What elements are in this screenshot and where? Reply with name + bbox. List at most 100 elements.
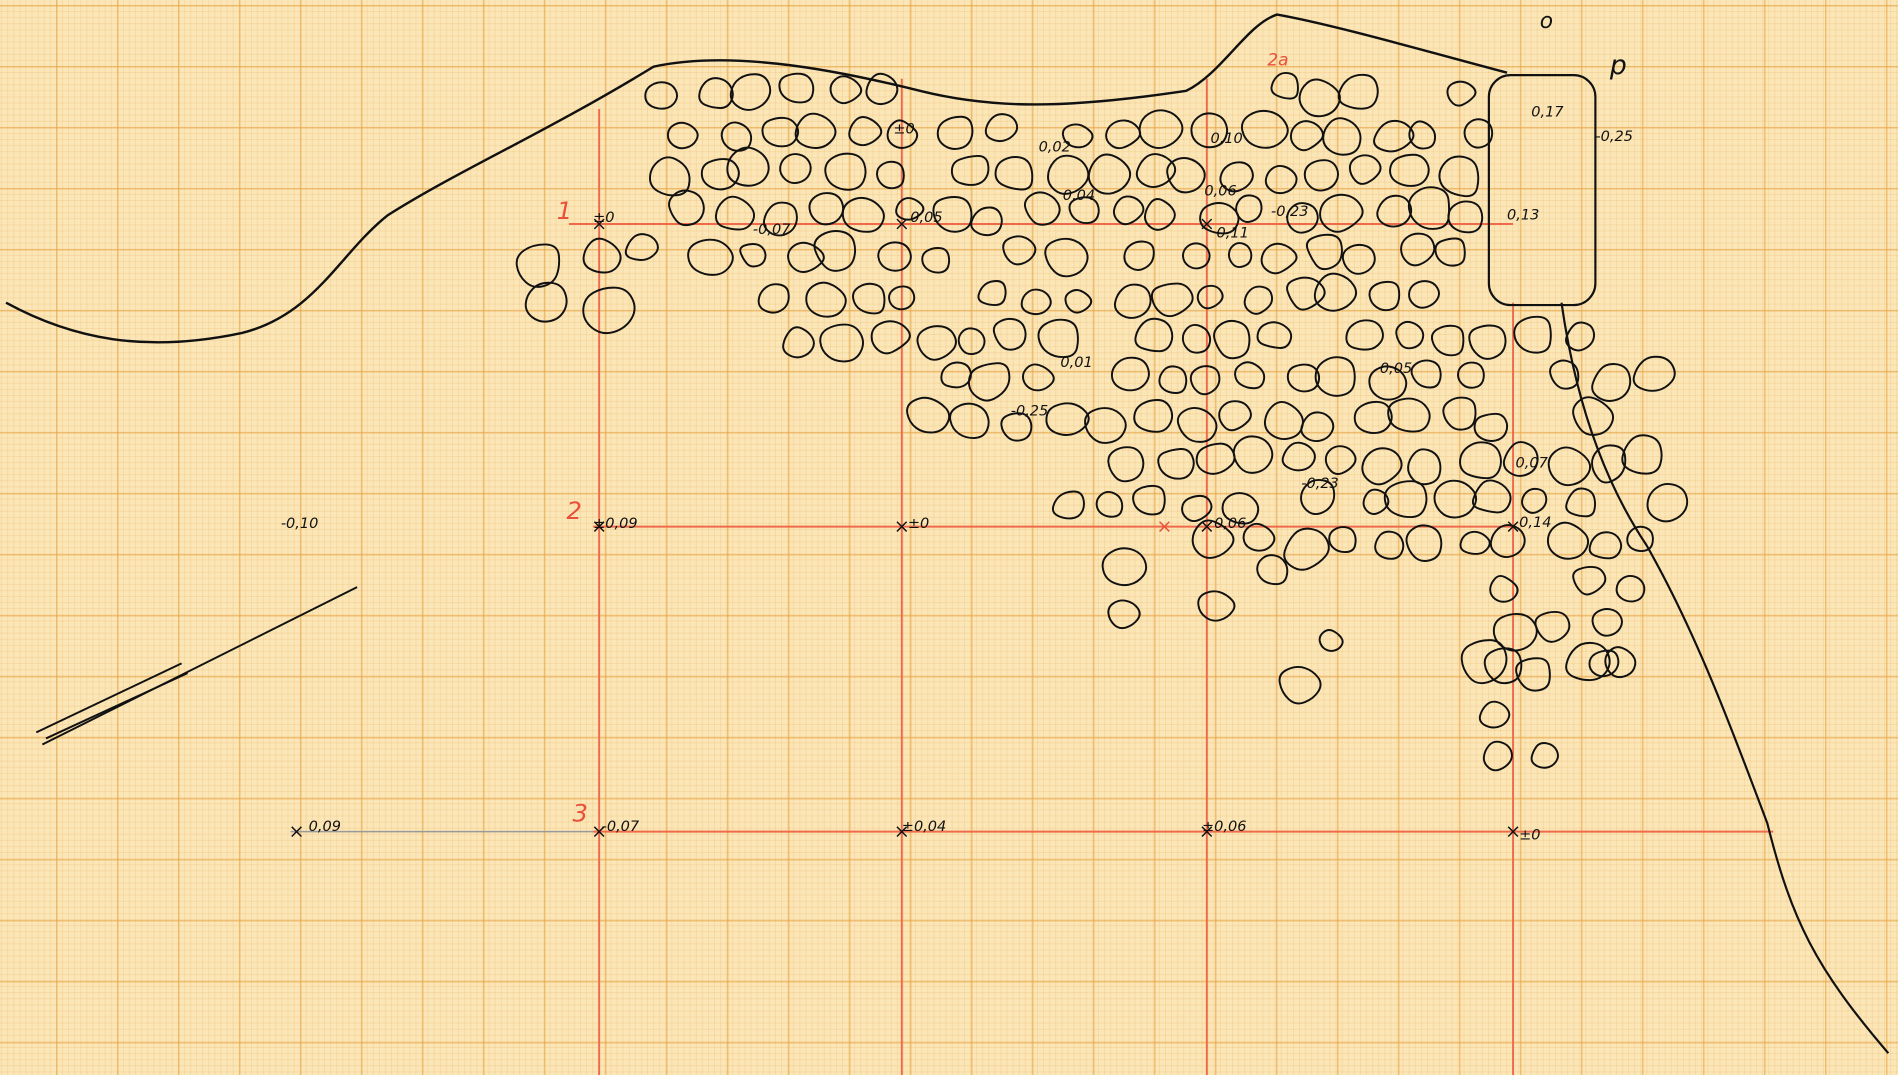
elevation-label: 0,10 [1210, 131, 1242, 147]
stone [669, 191, 704, 226]
elevation-label: 0,11 [1217, 226, 1249, 242]
stone [1191, 366, 1220, 394]
stone [1412, 360, 1441, 387]
elevation-label: 0,04 [1063, 188, 1095, 204]
stone [1458, 363, 1484, 388]
stone [584, 239, 621, 273]
stone [1280, 667, 1321, 704]
stone [526, 283, 567, 322]
stone [1362, 448, 1401, 484]
stone [853, 284, 884, 314]
stone [1627, 527, 1653, 551]
stone [1448, 201, 1482, 232]
stone [779, 74, 813, 103]
stone [626, 234, 658, 260]
stone [1385, 481, 1427, 517]
stone [1590, 532, 1622, 558]
stone [978, 281, 1005, 305]
stone [1355, 402, 1392, 433]
stone [1244, 524, 1275, 551]
stone [1291, 121, 1323, 150]
elevation-label: 0,09 [309, 819, 341, 835]
elevation-label: -0,07 [602, 819, 640, 835]
stone [1485, 648, 1522, 683]
stone [1178, 408, 1217, 442]
stone [1549, 447, 1590, 485]
stone [1134, 400, 1172, 432]
stone [783, 327, 814, 357]
stone [796, 114, 836, 148]
stone [825, 154, 865, 190]
stone [1473, 480, 1511, 512]
stone [1409, 281, 1439, 308]
stone [1038, 320, 1077, 357]
stone [986, 114, 1017, 141]
labels: o p 1 2 3 2a ±0-0,070,05±00,020,040,100,… [281, 9, 1633, 843]
stone [1112, 358, 1149, 391]
stone [1245, 287, 1272, 314]
stone [1140, 110, 1183, 148]
north-mark: p [1609, 50, 1627, 81]
row-label: 3 [573, 800, 588, 828]
stone [1548, 523, 1588, 559]
survey-grid [569, 79, 1773, 1075]
stone [1480, 702, 1509, 728]
stone [1257, 555, 1287, 584]
stone [1234, 436, 1273, 473]
stone [1435, 239, 1464, 266]
stone [1460, 442, 1501, 478]
stone [1305, 160, 1338, 190]
elevation-label: ±0 [893, 122, 914, 138]
stone [1522, 489, 1546, 513]
stone [1617, 576, 1645, 602]
elevation-label: 0,07 [1515, 456, 1548, 472]
stone [1103, 548, 1147, 585]
stone [1447, 82, 1475, 106]
stone [1566, 488, 1595, 516]
stone [1346, 320, 1383, 349]
stone [1085, 408, 1126, 443]
stone [1301, 412, 1333, 441]
stone [1634, 357, 1675, 391]
stone [1566, 322, 1594, 350]
note-label: 2a [1267, 50, 1288, 70]
stone [1214, 321, 1249, 358]
stone [1198, 286, 1223, 309]
stone [806, 283, 846, 317]
stone [1097, 492, 1123, 517]
stone [1375, 532, 1403, 559]
stone [740, 244, 765, 266]
stone [1566, 643, 1609, 680]
stone [1022, 290, 1051, 315]
stone [1258, 322, 1292, 348]
stone [872, 321, 910, 353]
stone [1219, 401, 1251, 430]
stone [820, 325, 863, 362]
stone [1133, 486, 1165, 515]
stone [1435, 481, 1477, 518]
stone [1283, 443, 1315, 471]
stone [1152, 284, 1193, 317]
stone [1108, 600, 1139, 628]
elevation-label: ±0 [1519, 827, 1540, 843]
stone [1484, 742, 1512, 771]
elevation-label: 0,02 [1039, 140, 1071, 156]
stone [917, 326, 955, 360]
stone [1320, 630, 1343, 651]
stone [1439, 156, 1478, 196]
stone [1535, 612, 1569, 642]
stone [1316, 357, 1355, 396]
elevation-label: -0,10 [281, 516, 319, 532]
stone [1407, 525, 1442, 561]
stone [1469, 326, 1505, 359]
graph-paper: o p 1 2 3 2a ±0-0,070,05±00,020,040,100,… [0, 0, 1898, 1075]
stone [969, 363, 1009, 400]
elevation-label: 0,14 [1519, 515, 1551, 531]
stone [722, 122, 751, 150]
stone [1323, 118, 1360, 155]
stone [1388, 399, 1429, 432]
stone [1326, 446, 1356, 474]
stone [517, 244, 559, 287]
stone [1343, 245, 1375, 274]
stone [849, 117, 881, 145]
